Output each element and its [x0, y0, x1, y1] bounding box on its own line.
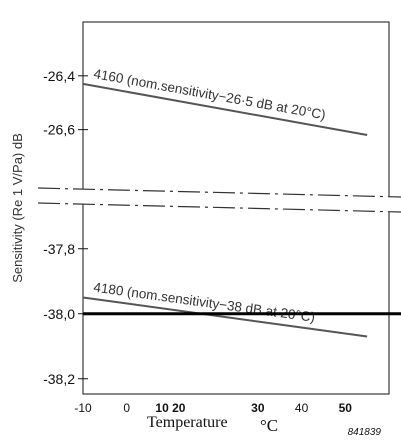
x-tick-label-2: 10 20 [155, 401, 185, 415]
series-label-1: 4180 (nom.sensitivity−38 dB at 20°C) [93, 280, 316, 325]
x-tick-label-3: 30 [251, 401, 265, 415]
series-line-0 [82, 82, 368, 137]
axis-break-line-upper [37, 187, 401, 198]
y-tick-label-lower-0: -37,8 [43, 241, 75, 257]
y-axis-label: Sensitivity (Re 1 V/Pa) dB [10, 133, 25, 283]
figure-id: 841839 [348, 427, 382, 438]
x-axis-unit: °C [260, 416, 278, 435]
x-tick-label-0: -10 [74, 401, 92, 415]
x-tick-label-5: 50 [339, 401, 353, 415]
y-tick-label-lower-1: -38,0 [43, 306, 75, 322]
x-tick-label-4: 40 [295, 401, 309, 415]
x-tick-label-1: 0 [123, 401, 130, 415]
axis-break-line-lower [37, 202, 401, 213]
axis-break-band [38, 188, 401, 212]
y-tick-label-lower-2: -38,2 [43, 371, 75, 387]
y-tick-label-upper-0: -26,4 [43, 68, 75, 84]
x-axis-label: Temperature [147, 414, 228, 431]
y-tick-label-upper-1: -26,6 [43, 122, 75, 138]
series-line-1 [82, 296, 368, 338]
series-label-0: 4160 (nom.sensitivity−26·5 dB at 20°C) [92, 66, 326, 122]
